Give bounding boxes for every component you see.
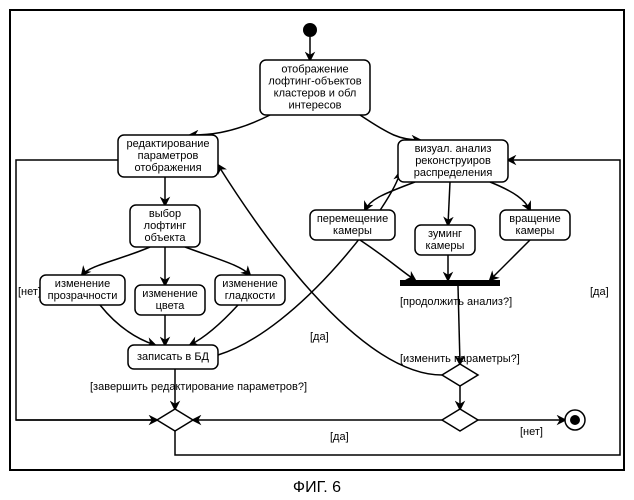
edge-4 <box>82 247 150 275</box>
node-n_smooth: изменениегладкости <box>215 275 285 305</box>
node-n_vis-line-2: распределения <box>414 167 493 179</box>
figure-caption: ФИГ. 6 <box>293 479 341 496</box>
node-n_rotate: вращениекамеры <box>500 210 570 240</box>
node-n_top-line-0: отображение <box>281 63 348 75</box>
edge-25 <box>218 172 400 355</box>
edge-13 <box>490 182 530 210</box>
edge-12 <box>448 182 450 225</box>
node-n_move: перемещениекамеры <box>310 210 395 240</box>
node-n_edit: редактированиепараметровотображения <box>118 135 218 177</box>
node-n_trans-line-1: прозрачности <box>48 290 118 302</box>
activity-diagram: отображениелофтинг-объектовкластеров и о… <box>0 0 634 500</box>
edge-11 <box>365 182 415 210</box>
edge-1 <box>190 115 270 135</box>
node-n_smooth-line-0: изменение <box>222 278 277 290</box>
node-n_edit-line-2: отображения <box>134 162 201 174</box>
node-n_trans: изменениепрозрачности <box>40 275 125 305</box>
label-no_bottom: [нет] <box>520 426 543 438</box>
node-n_vis: визуал. анализреконструировраспределения <box>398 140 508 182</box>
node-final <box>565 410 585 430</box>
edge-24 <box>218 165 442 375</box>
label-q_change: [изменить параметры?] <box>400 353 520 365</box>
node-n_rotate-line-0: вращение <box>509 213 560 225</box>
node-n_top: отображениелофтинг-объектовкластеров и о… <box>260 60 370 115</box>
node-d_bottom <box>442 409 478 431</box>
node-n_color-line-1: цвета <box>156 300 186 312</box>
node-start <box>303 23 317 37</box>
node-n_color-line-0: изменение <box>142 288 197 300</box>
node-n_top-line-2: кластеров и обл <box>274 87 357 99</box>
node-n_top-line-3: интересов <box>288 99 341 111</box>
node-n_edit-line-1: параметров <box>138 150 199 162</box>
node-n_save: записать в БД <box>128 345 218 369</box>
node-n_select-line-1: лофтинг <box>144 220 187 232</box>
edge-2 <box>360 115 420 140</box>
node-n_select: выборлофтингобъекта <box>130 205 200 247</box>
node-n_save-line-0: записать в БД <box>137 351 210 363</box>
edge-6 <box>185 247 250 275</box>
label-da_left: [да] <box>310 331 329 343</box>
node-n_vis-line-0: визуал. анализ <box>415 143 492 155</box>
nodes: отображениелофтинг-объектовкластеров и о… <box>40 23 585 431</box>
label-q_finish: [завершить редактирование параметров?] <box>90 381 307 393</box>
node-n_rotate-line-1: камеры <box>516 225 555 237</box>
node-n_zoom-line-0: зуминг <box>428 228 462 240</box>
node-n_zoom-line-1: камеры <box>426 240 465 252</box>
node-n_trans-line-0: изменение <box>55 278 110 290</box>
edge-22 <box>175 160 620 455</box>
edge-16 <box>490 240 530 280</box>
node-bar <box>400 280 500 286</box>
label-da_mid: [да] <box>330 431 349 443</box>
label-q_continue: [продолжить анализ?] <box>400 296 512 308</box>
node-d_change <box>442 364 478 386</box>
label-da_right: [да] <box>590 286 609 298</box>
node-n_top-line-1: лофтинг-объектов <box>268 75 361 87</box>
node-n_move-line-1: камеры <box>333 225 372 237</box>
node-n_color: изменениецвета <box>135 285 205 315</box>
node-n_select-line-2: объекта <box>144 232 186 244</box>
node-n_edit-line-0: редактирование <box>126 138 209 150</box>
edge-14 <box>360 240 415 280</box>
node-n_vis-line-1: реконструиров <box>415 155 491 167</box>
node-n_zoom: зумингкамеры <box>415 225 475 255</box>
label-no_left: [нет] <box>18 286 41 298</box>
node-d_finish <box>157 409 193 431</box>
node-n_move-line-0: перемещение <box>317 213 388 225</box>
node-n_smooth-line-1: гладкости <box>225 290 275 302</box>
node-n_select-line-0: выбор <box>149 208 181 220</box>
